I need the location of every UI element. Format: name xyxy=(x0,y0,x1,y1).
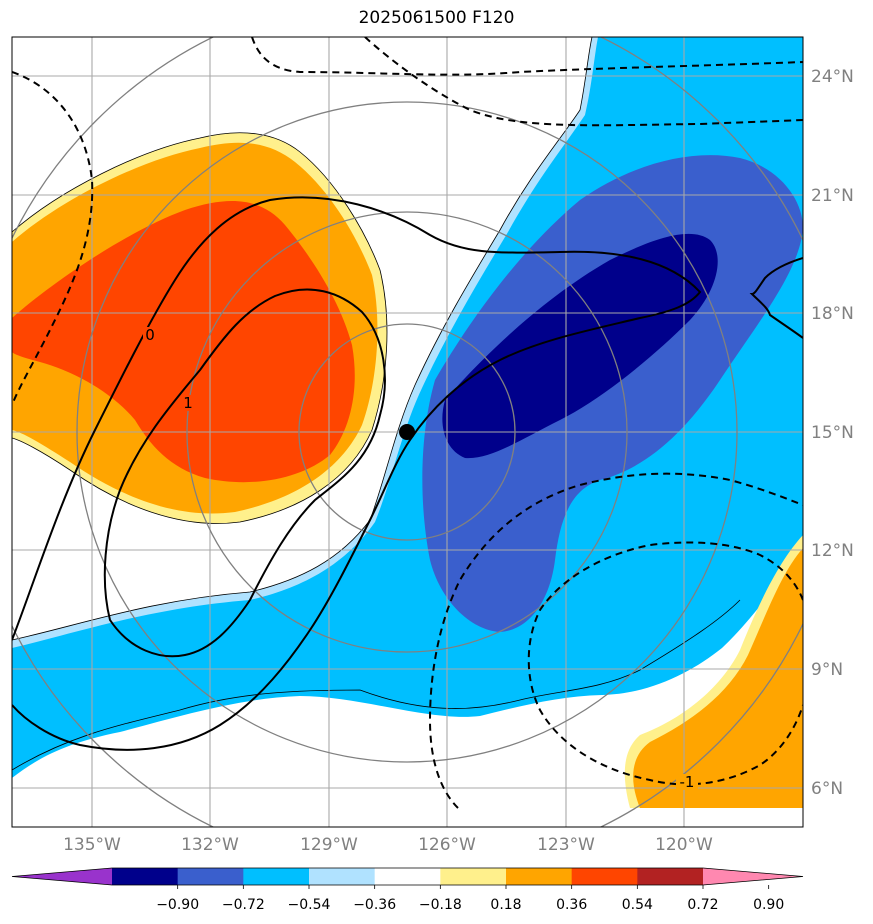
map-frame xyxy=(11,36,804,828)
solid-contours xyxy=(12,196,803,751)
colorbar-segment xyxy=(112,868,179,885)
colorbar-tick-label: −0.90 xyxy=(156,897,199,913)
colorbar-segment xyxy=(637,868,704,885)
colorbar-segment xyxy=(177,868,244,885)
lat-label: 15°N xyxy=(811,423,854,443)
colorbar-tick-label: 0.54 xyxy=(622,897,653,913)
colorbar-tick-label: 0.18 xyxy=(490,897,521,913)
colorbar-tick-label: 0.36 xyxy=(556,897,587,913)
positive-anomaly-se-orange xyxy=(633,548,803,808)
lat-label: 12°N xyxy=(811,541,854,561)
contour-east xyxy=(749,257,803,339)
colorbar-segment xyxy=(440,868,507,885)
colorbar-segment xyxy=(309,868,376,885)
contour-label-zero: 0 xyxy=(145,326,155,344)
range-rings xyxy=(12,37,803,827)
colorbar-segment xyxy=(243,868,310,885)
storm-center-marker xyxy=(399,424,415,440)
dashed-contours xyxy=(12,37,803,809)
map-title: 2025061500 F120 xyxy=(358,8,515,28)
lon-label: 135°W xyxy=(63,835,121,855)
lon-label: 126°W xyxy=(418,835,476,855)
colorbar-tick-label: 0.72 xyxy=(687,897,718,913)
contour-dashed-north-2 xyxy=(364,37,803,127)
lat-label: 9°N xyxy=(811,660,843,680)
colorbar-tick-label: −0.54 xyxy=(288,897,331,913)
longitude-labels: 135°W 132°W 129°W 126°W 123°W 120°W xyxy=(63,835,713,855)
positive-anomaly-west-red xyxy=(12,201,355,483)
lat-label: 18°N xyxy=(811,304,854,324)
contour-dashed-south xyxy=(428,472,803,809)
contour-one xyxy=(103,288,386,658)
lon-label: 120°W xyxy=(655,835,713,855)
contour-dashed-northwest xyxy=(12,71,94,406)
colorbar-segment xyxy=(506,868,573,885)
map-area: 0 1 -1 xyxy=(12,37,803,827)
contour-zero xyxy=(12,196,702,751)
lat-label: 24°N xyxy=(811,67,854,87)
colorbar: −0.90 −0.72 −0.54 −0.36 −0.18 0.18 0.36 0.54 0.7… xyxy=(11,867,804,913)
colorbar-segment xyxy=(571,868,638,885)
colorbar-tick-label: −0.18 xyxy=(419,897,462,913)
colorbar-tick-label: 0.90 xyxy=(753,897,784,913)
lat-label: 21°N xyxy=(811,186,854,206)
contour-label-one: 1 xyxy=(183,394,193,412)
contour-label-minus-one: -1 xyxy=(680,773,695,791)
lon-label: 129°W xyxy=(300,835,358,855)
colorbar-extension-low xyxy=(12,868,112,885)
lon-label: 132°W xyxy=(181,835,239,855)
colorbar-outline xyxy=(11,867,804,886)
colorbar-segment xyxy=(374,868,441,885)
anomaly-outline-band-south xyxy=(12,599,741,771)
colorbar-tick-label: −0.36 xyxy=(353,897,396,913)
colorbar-tick-label: −0.72 xyxy=(222,897,265,913)
lon-label: 123°W xyxy=(537,835,595,855)
anomaly-outline-west xyxy=(12,132,388,524)
graticule xyxy=(12,37,803,827)
contour-minus-one xyxy=(527,541,803,786)
contour-label-group: 0 1 -1 xyxy=(143,326,698,791)
latitude-labels: 24°N 21°N 18°N 15°N 12°N 9°N 6°N xyxy=(811,67,854,799)
contour-dashed-north-1 xyxy=(251,37,803,76)
colorbar-extension-high xyxy=(703,868,803,885)
lat-label: 6°N xyxy=(811,779,843,799)
